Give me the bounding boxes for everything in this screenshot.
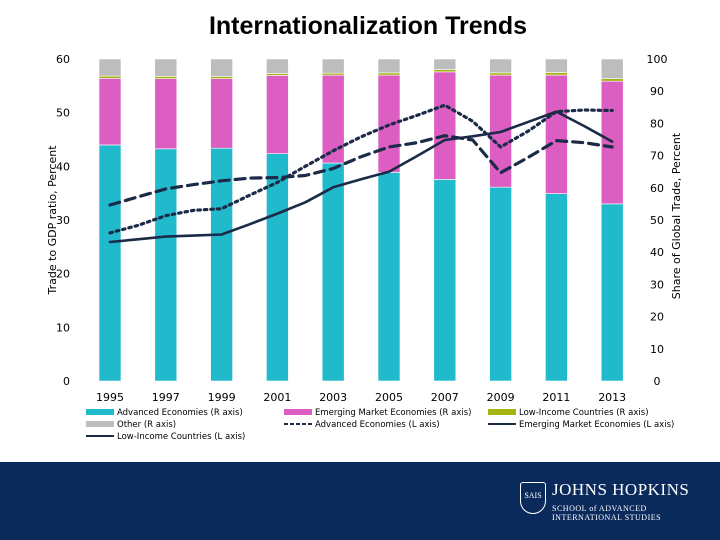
- sais-shield-icon: SAIS: [520, 482, 546, 514]
- bar-segment-1997-s3: [154, 58, 178, 77]
- logo-title: JOHNS HOPKINS: [552, 480, 690, 499]
- right-tick-label: 70: [650, 150, 664, 163]
- series-line-solid: [108, 110, 614, 244]
- legend-swatch: [284, 409, 312, 415]
- x-tick-label: 1999: [208, 391, 236, 404]
- legend-label: Emerging Market Economies (L axis): [519, 420, 674, 430]
- bar-segment-2005-s3: [377, 58, 401, 74]
- bar-segment-1997-s0: [154, 148, 178, 382]
- right-tick-label: 90: [650, 85, 664, 98]
- y-axis-label-right: Share of Global Trade, Percent: [670, 132, 683, 299]
- bar-segment-1995-s0: [98, 144, 122, 382]
- left-tick-label: 60: [56, 53, 70, 66]
- bar-segment-2013-s0: [600, 203, 624, 382]
- right-tick-label: 10: [650, 343, 664, 356]
- legend-swatch: [86, 421, 114, 427]
- x-tick-label: 2011: [542, 391, 570, 404]
- legend-label: Emerging Market Economies (R axis): [315, 408, 472, 418]
- bar-segment-2011-s3: [545, 58, 568, 73]
- bar-segment-1997-s1: [154, 78, 178, 150]
- bar-segment-2011-s1: [545, 74, 568, 194]
- bar-segment-2007-s3: [433, 58, 457, 70]
- bar-segment-1995-s3: [98, 58, 122, 77]
- jhu-sais-logo: SAIS JOHNS HOPKINS SCHOOL of ADVANCED IN…: [520, 480, 689, 524]
- left-tick-label: 40: [56, 160, 70, 173]
- bar-segment-2009-s0: [489, 186, 512, 382]
- right-tick-label: 20: [650, 311, 664, 324]
- bar-segment-2003-s0: [321, 162, 345, 382]
- bar-segment-2003-s3: [321, 58, 345, 74]
- logo-subtitle-2: INTERNATIONAL STUDIES: [552, 513, 662, 522]
- left-tick-label: 10: [56, 321, 70, 334]
- legend-label: Advanced Economies (L axis): [315, 420, 440, 430]
- x-tick-label: 1995: [96, 391, 124, 404]
- right-tick-label: 80: [650, 117, 664, 130]
- bar-segment-2005-s0: [377, 172, 401, 382]
- legend-swatch: [86, 409, 114, 415]
- bar-segment-2005-s1: [377, 74, 401, 173]
- right-tick-label: 30: [650, 278, 664, 291]
- x-tick-label: 2005: [375, 391, 403, 404]
- footer-banner: SAIS JOHNS HOPKINS SCHOOL of ADVANCED IN…: [0, 462, 720, 540]
- bar-segment-2011-s0: [545, 193, 568, 382]
- x-tick-label: 1997: [152, 391, 180, 404]
- legend-label: Other (R axis): [117, 420, 176, 430]
- right-tick-label: 0: [654, 375, 661, 388]
- right-tick-label: 50: [650, 214, 664, 227]
- bar-segment-2001-s0: [266, 153, 289, 382]
- bar-segment-2013-s2: [600, 78, 624, 82]
- right-tick-label: 40: [650, 246, 664, 259]
- bar-segment-2007-s1: [433, 71, 457, 180]
- bar-segment-2007-s2: [433, 69, 457, 73]
- series-line-dotted: [108, 103, 614, 235]
- chart-svg: 0 10 20 30 40 50 60 0 10 20 30 40 50 60 70 80 90 100 1995 1…: [46, 53, 683, 442]
- bar-segment-2009-s3: [489, 58, 512, 74]
- bar-segment-1997-s2: [154, 76, 178, 79]
- y-axis-label-left: Trade to GDP ratio, Percent: [46, 145, 59, 296]
- right-tick-label: 100: [647, 53, 668, 66]
- bar-segment-2011-s2: [545, 72, 568, 76]
- legend-swatch: [488, 409, 516, 415]
- left-tick-label: 30: [56, 214, 70, 227]
- right-tick-label: 60: [650, 182, 664, 195]
- bar-segment-1995-s2: [98, 75, 122, 79]
- series-line-dashed: [108, 134, 614, 207]
- x-tick-label: 2003: [319, 391, 347, 404]
- x-tick-label: 2001: [263, 391, 291, 404]
- legend-label: Low-Income Countries (L axis): [117, 432, 245, 442]
- slide-title: Internationalization Trends: [208, 12, 528, 40]
- left-tick-label: 50: [56, 107, 70, 120]
- bar-segment-2007-s0: [433, 179, 457, 382]
- left-tick-label: 20: [56, 268, 70, 281]
- x-tick-label: 2013: [598, 391, 626, 404]
- bar-segment-1999-s1: [210, 78, 233, 149]
- left-tick-label: 0: [63, 375, 70, 388]
- bar-segment-2001-s3: [266, 58, 289, 74]
- legend-label: Low-Income Countries (R axis): [519, 408, 649, 418]
- x-tick-label: 2007: [431, 391, 459, 404]
- bar-segment-1995-s1: [98, 78, 122, 146]
- x-tick-label: 2009: [487, 391, 515, 404]
- logo-subtitle-1: SCHOOL of ADVANCED: [552, 504, 647, 513]
- legend-label: Advanced Economies (R axis): [117, 408, 243, 418]
- bar-segment-1999-s3: [210, 58, 233, 78]
- bar-segment-2005-s2: [377, 72, 401, 76]
- bar-segment-2001-s1: [266, 75, 289, 154]
- bar-segment-2013-s3: [600, 58, 624, 79]
- bar-segment-2009-s2: [489, 72, 512, 76]
